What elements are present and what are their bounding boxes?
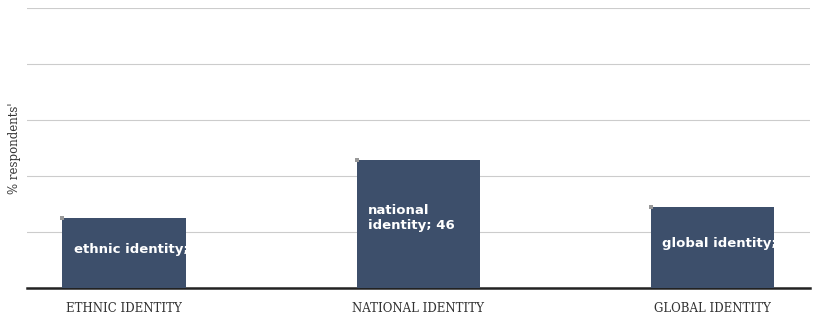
Bar xyxy=(357,160,480,288)
Text: global identity; 29: global identity; 29 xyxy=(663,237,800,250)
Text: ethnic identity; 25: ethnic identity; 25 xyxy=(74,244,212,256)
Bar xyxy=(650,207,774,288)
Text: national
identity; 46: national identity; 46 xyxy=(368,203,455,232)
Y-axis label: % respondents': % respondents' xyxy=(8,103,21,194)
Bar xyxy=(62,218,186,288)
